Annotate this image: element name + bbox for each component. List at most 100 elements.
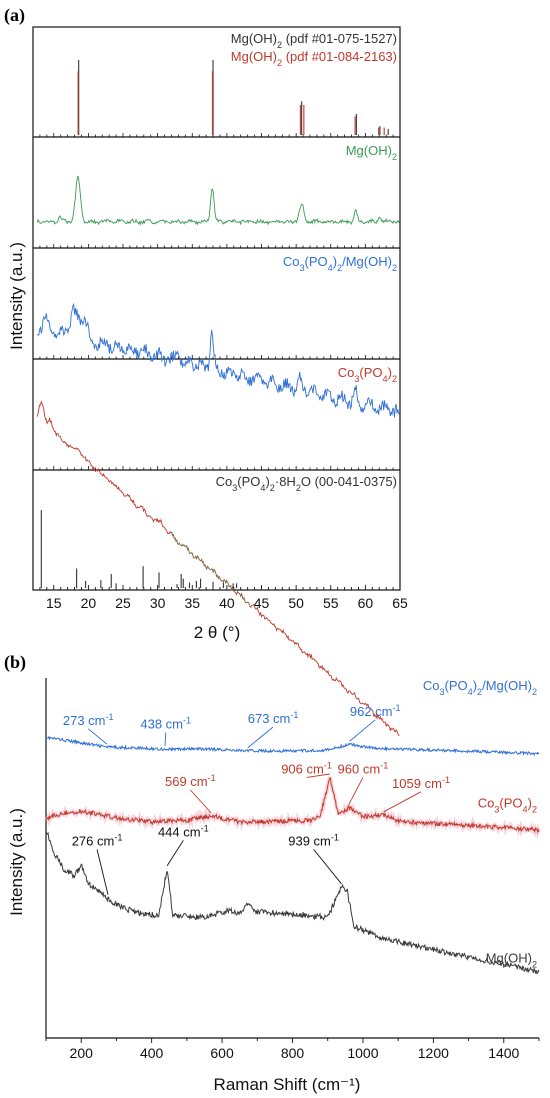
raman-line: [45, 735, 540, 757]
pattern-label-part: 2: [392, 374, 397, 384]
raman-line-halo: [44, 775, 541, 840]
peak-annotation-leader: [190, 789, 212, 814]
pattern-label-part: 2: [337, 263, 342, 273]
peak-annotation-label-part: -1: [114, 832, 122, 842]
peak-annotation-label: 962 cm-1: [350, 703, 401, 719]
x-tick-label: 35: [184, 595, 200, 611]
raman-line: [45, 777, 540, 834]
x-tick-label: 20: [81, 595, 97, 611]
peak-annotation-label-part: -1: [183, 715, 191, 725]
peak-annotation-leader: [247, 726, 274, 749]
x-tick-label: 1000: [347, 1045, 378, 1061]
pattern-label-part: (PO: [305, 254, 328, 269]
x-tick-label: 15: [46, 595, 62, 611]
panel-b-letter: (b): [4, 652, 26, 673]
raman-line: [45, 831, 540, 975]
peak-annotation-label: 960 cm-1: [338, 760, 389, 776]
pattern-label-part: /Mg(OH): [342, 254, 392, 269]
peak-annotation-label: 939 cm-1: [288, 832, 339, 848]
pattern-label-part: Co: [338, 365, 355, 380]
pattern-line: [36, 400, 400, 737]
reference-label: Mg(OH)2 (pdf #01-075-1527): [231, 31, 397, 50]
pattern-label-part: 4: [383, 374, 388, 384]
x-tick-label: 400: [140, 1045, 164, 1061]
panel-a: (a) 15 20 25 30 35 40 45 50 55 60 65 Mg(OH)2 (pdf …: [4, 5, 408, 737]
raman-series-label: Mg(OH)2: [486, 950, 537, 969]
x-tick-label: 1400: [488, 1045, 519, 1061]
pattern-label-part: ): [333, 254, 337, 269]
peak-annotation-label-part: -1: [324, 760, 332, 770]
peak-annotation-leader: [306, 773, 330, 778]
peak-annotation-label-part: 939 cm: [288, 833, 331, 848]
pattern-label-part: Co: [283, 254, 300, 269]
peak-annotation-leader: [96, 849, 109, 895]
panel-b-y-axis-title: Intensity (a.u.): [7, 808, 26, 916]
raman-series-label: Co3(PO4)2/Mg(OH)2: [423, 678, 537, 697]
raman-series-label-part: 2: [532, 687, 537, 697]
x-tick-label: 55: [323, 595, 339, 611]
reference-label-part: (PO: [237, 474, 260, 489]
reference-label-part: O (00-041-0375): [301, 474, 397, 489]
raman-series-label-part: 3: [439, 687, 444, 697]
x-tick-label: 1200: [418, 1045, 449, 1061]
raman-series-label-part: Co: [423, 678, 440, 693]
raman-series-label-part: (PO: [499, 796, 522, 811]
panel-a-y-axis-title: Intensity (a.u.): [7, 242, 26, 350]
peak-annotation-label-part: 444 cm: [158, 824, 201, 839]
peak-annotation-label-part: 273 cm: [63, 713, 106, 728]
pattern-label-part: 3: [299, 263, 304, 273]
reference-label-part: 3: [232, 483, 237, 493]
peak-annotation-label-part: 960 cm: [338, 761, 381, 776]
raman-series-label-part: /Mg(OH): [482, 678, 532, 693]
panel-a-x-axis-title: 2 θ (°): [194, 623, 240, 642]
peak-annotation-label-part: 276 cm: [72, 833, 115, 848]
raman-series-label-part: 4: [468, 687, 473, 697]
peak-annotation-leader: [348, 777, 364, 805]
reference-label-part: Mg(OH): [231, 31, 277, 46]
peak-annotation-leader: [383, 791, 422, 813]
subplot-5: Co3(PO4)2·8H2O (00-041-0375): [40, 474, 397, 588]
reference-label-part: Co: [216, 474, 233, 489]
raman-series-label-part: 2: [532, 805, 537, 815]
peak-annotation-leader: [87, 728, 108, 745]
peak-annotation-label: 444 cm-1: [158, 823, 209, 839]
raman-series-label-part: Mg(OH): [486, 950, 532, 965]
pattern-label: Co3(PO4)2: [338, 365, 397, 384]
panel-b-x-axis-title: Raman Shift (cm⁻¹): [214, 1075, 361, 1094]
panel-a-content: Mg(OH)2 (pdf #01-075-1527)Mg(OH)2 (pdf #…: [36, 31, 400, 737]
peak-annotation-label-part: 438 cm: [140, 716, 183, 731]
reference-label-part: 2: [270, 483, 275, 493]
pattern-line-overlay: [171, 532, 255, 608]
raman-series-label-part: 2: [477, 687, 482, 697]
peak-annotation-label-part: 906 cm: [281, 761, 324, 776]
subplot-4: Co3(PO4)2: [36, 365, 400, 737]
pattern-label-part: 3: [354, 374, 359, 384]
x-tick-label: 25: [115, 595, 131, 611]
x-tick-label: 200: [70, 1045, 94, 1061]
pattern-label-part: 2: [392, 152, 397, 162]
peak-annotation-leader: [166, 840, 184, 867]
peak-annotation-label-part: -1: [106, 712, 114, 722]
peak-annotation-label-part: -1: [393, 703, 401, 713]
peak-annotation-label-part: -1: [442, 775, 450, 785]
reference-label-part: ·8H: [275, 474, 296, 489]
pattern-label-part: Mg(OH): [346, 143, 392, 158]
reference-label-part: 2: [277, 40, 282, 50]
x-tick-label: 600: [210, 1045, 234, 1061]
x-tick-label: 40: [219, 595, 235, 611]
x-tick-label: 65: [392, 595, 408, 611]
x-tick-label: 30: [150, 595, 166, 611]
panel-a-border: [32, 26, 401, 591]
raman-series-label-part: ): [473, 678, 477, 693]
raman-series-label-part: ): [528, 796, 532, 811]
peak-annotation-label: 906 cm-1: [281, 760, 332, 776]
pattern-label-part: ): [388, 365, 392, 380]
peak-annotation-label-part: -1: [331, 832, 339, 842]
raman-series-label-part: 2: [532, 959, 537, 969]
reference-label-part: Mg(OH): [231, 49, 277, 64]
